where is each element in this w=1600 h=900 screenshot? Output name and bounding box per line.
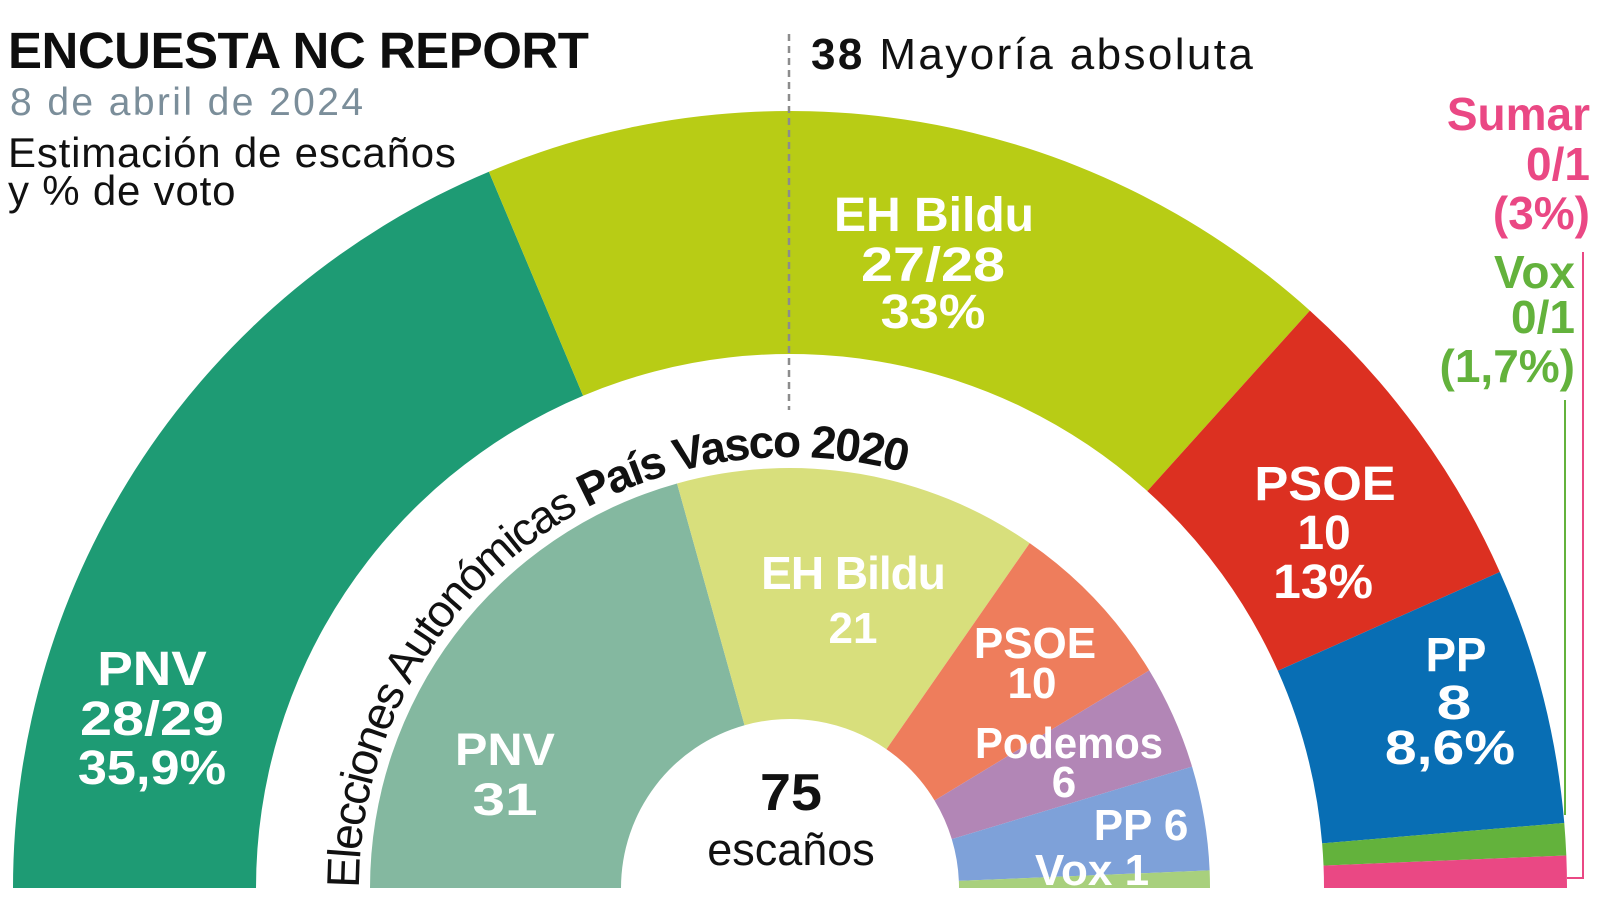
svg-text:0/1: 0/1 [1511, 291, 1575, 343]
svg-text:28/29: 28/29 [80, 692, 224, 745]
svg-text:PSOE: PSOE [974, 619, 1096, 668]
svg-text:21: 21 [829, 604, 878, 653]
svg-text:8,6%: 8,6% [1385, 721, 1515, 775]
svg-text:PP 6: PP 6 [1094, 801, 1189, 850]
svg-text:6: 6 [1052, 758, 1076, 807]
svg-text:13%: 13% [1273, 556, 1373, 609]
svg-text:10: 10 [1008, 659, 1057, 708]
svg-text:8 de abril de 2024: 8 de abril de 2024 [10, 81, 365, 124]
svg-text:35,9%: 35,9% [78, 741, 226, 795]
svg-text:10: 10 [1297, 507, 1350, 560]
svg-text:PNV: PNV [97, 641, 207, 695]
svg-text:escaños: escaños [707, 824, 875, 875]
svg-text:Vox: Vox [1494, 246, 1575, 298]
svg-text:Estimación de escaños: Estimación de escaños [8, 129, 457, 176]
svg-text:8: 8 [1437, 676, 1472, 729]
svg-text:PNV: PNV [455, 725, 555, 775]
svg-text:PSOE: PSOE [1254, 457, 1395, 510]
svg-text:EH Bildu: EH Bildu [834, 189, 1034, 242]
svg-text:PP: PP [1426, 628, 1487, 681]
svg-text:27/28: 27/28 [861, 238, 1005, 291]
svg-text:ENCUESTA NC REPORT: ENCUESTA NC REPORT [8, 22, 589, 79]
svg-text:33%: 33% [881, 285, 986, 339]
svg-text:38 Mayoría absoluta: 38 Mayoría absoluta [811, 30, 1255, 79]
svg-text:EH Bildu: EH Bildu [761, 547, 945, 599]
svg-text:Podemos: Podemos [975, 719, 1163, 768]
svg-text:(3%): (3%) [1493, 187, 1590, 239]
svg-text:31: 31 [472, 775, 537, 825]
svg-text:(1,7%): (1,7%) [1440, 340, 1575, 392]
svg-text:75: 75 [760, 764, 822, 822]
svg-text:y % de voto: y % de voto [8, 167, 236, 214]
svg-text:Sumar: Sumar [1447, 88, 1590, 140]
svg-text:0/1: 0/1 [1526, 138, 1590, 190]
svg-text:Vox 1: Vox 1 [1035, 846, 1149, 895]
